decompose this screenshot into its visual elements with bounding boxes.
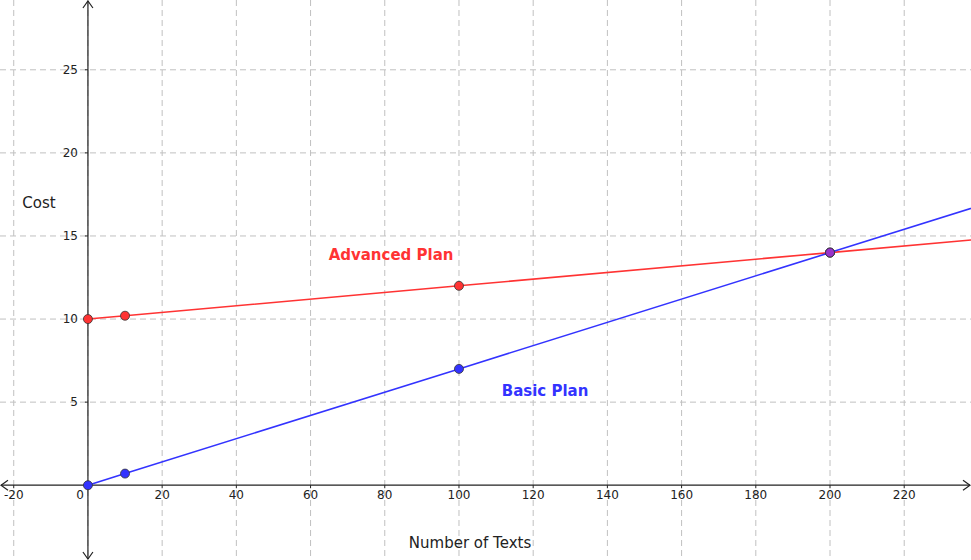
- x-tick-label: 160: [670, 488, 693, 502]
- x-axis-line: [1, 485, 970, 486]
- series-point: [454, 281, 463, 290]
- y-axis-arrow: [83, 1, 93, 8]
- y-grid-line: [0, 69, 971, 70]
- x-axis-label: Number of Texts: [409, 534, 532, 552]
- series-point: [83, 481, 92, 490]
- x-tick-label: 40: [229, 488, 244, 502]
- y-tick: [85, 152, 88, 153]
- x-grid-line: [87, 0, 88, 560]
- x-tick-label: 220: [893, 488, 916, 502]
- y-axis-line: [87, 1, 88, 559]
- x-tick-label: 120: [522, 488, 545, 502]
- series-point: [454, 364, 463, 373]
- x-grid-line: [384, 0, 385, 560]
- x-tick-label: 180: [744, 488, 767, 502]
- x-grid-line: [236, 0, 237, 560]
- grid: [0, 0, 971, 560]
- annotation: Advanced Plan: [329, 246, 454, 264]
- y-tick: [85, 69, 88, 70]
- y-grid-line: [0, 235, 971, 236]
- y-tick: [85, 235, 88, 236]
- y-grid-line: [0, 402, 971, 403]
- x-grid-line: [13, 0, 14, 560]
- y-tick-label: 5: [70, 395, 78, 409]
- x-grid-line: [681, 0, 682, 560]
- x-tick-label: 20: [155, 488, 170, 502]
- y-grid-line: [0, 319, 971, 320]
- intersection-point: [826, 248, 835, 257]
- series-point: [121, 469, 130, 478]
- x-grid-line: [904, 0, 905, 560]
- series-point: [83, 315, 92, 324]
- y-axis-label: Cost: [22, 194, 55, 212]
- x-axis-arrow: [963, 480, 970, 490]
- axes: [1, 1, 970, 559]
- x-tick-label: 200: [819, 488, 842, 502]
- y-tick-label: 15: [63, 229, 78, 243]
- annotation: Basic Plan: [502, 382, 589, 400]
- y-tick-label: 20: [63, 146, 78, 160]
- x-tick-label: 100: [448, 488, 471, 502]
- x-tick-label: -20: [4, 488, 24, 502]
- series-point: [121, 311, 130, 320]
- x-grid-line: [458, 0, 459, 560]
- x-tick-label: 60: [303, 488, 318, 502]
- data-marks: [83, 202, 971, 490]
- series-point: [826, 248, 835, 257]
- y-tick-label: 25: [63, 63, 78, 77]
- x-grid-line: [162, 0, 163, 560]
- x-tick-label: 140: [596, 488, 619, 502]
- chart: -20 0 20 40 60 80 100 120 140 160 180 200 220 5 10 15 20…: [0, 0, 971, 560]
- y-tick: [85, 402, 88, 403]
- y-axis-arrow: [83, 552, 93, 559]
- series-line: [88, 239, 971, 319]
- x-tick-label: 80: [377, 488, 392, 502]
- y-tick-label: 10: [63, 312, 78, 326]
- tick-labels: -20 0 20 40 60 80 100 120 140 160 180 200 220 5 10 15 20…: [4, 63, 916, 502]
- x-grid-line: [755, 0, 756, 560]
- x-tick-label: 0: [76, 488, 84, 502]
- x-grid-line: [830, 0, 831, 560]
- series-point: [826, 248, 835, 257]
- x-grid-line: [607, 0, 608, 560]
- x-grid-line: [310, 0, 311, 560]
- series-line: [88, 206, 971, 485]
- y-grid-line: [0, 152, 971, 153]
